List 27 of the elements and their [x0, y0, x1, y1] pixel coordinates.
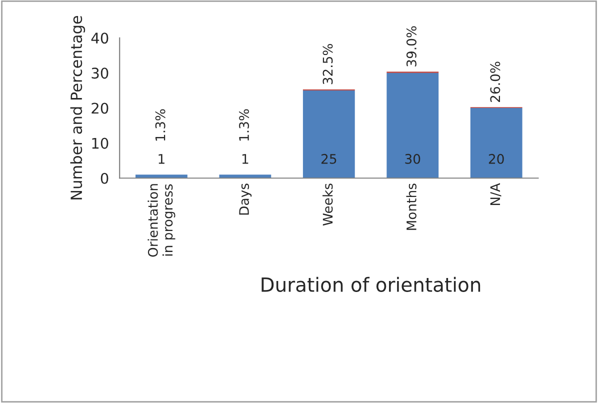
bar: [219, 174, 272, 178]
y-tick-label: 20: [92, 102, 108, 114]
data-label: 25: [321, 154, 336, 164]
x-tick-label: Weeks: [322, 184, 333, 226]
bar: [302, 90, 355, 178]
data-label: 1: [158, 154, 164, 164]
data-label: 1.3%: [239, 109, 250, 141]
bar: [386, 72, 439, 178]
y-tick-label: 10: [92, 138, 108, 149]
x-tick-label: Orientation in progress: [148, 184, 176, 257]
y-tick-label: 30: [92, 68, 108, 79]
bar: [470, 108, 522, 178]
x-tick-label: Months: [406, 184, 416, 230]
y-tick-label: 40: [91, 32, 108, 44]
bar: [136, 174, 188, 178]
data-label: 30: [405, 154, 420, 164]
x-axis-title: Duration of orientation: [262, 276, 480, 292]
y-tick-label: 0: [100, 172, 108, 184]
data-label: 1: [242, 154, 248, 164]
data-label: 26.0%: [490, 62, 500, 102]
x-tick-label: Days: [239, 184, 252, 215]
data-label: 1.3%: [155, 109, 166, 141]
x-tick-label: N/A: [490, 183, 502, 206]
data-label: 20: [488, 154, 504, 164]
y-axis-title: Number and Percentage: [70, 16, 86, 200]
data-label: 39.0%: [406, 26, 416, 66]
data-label: 32.5%: [322, 44, 333, 84]
